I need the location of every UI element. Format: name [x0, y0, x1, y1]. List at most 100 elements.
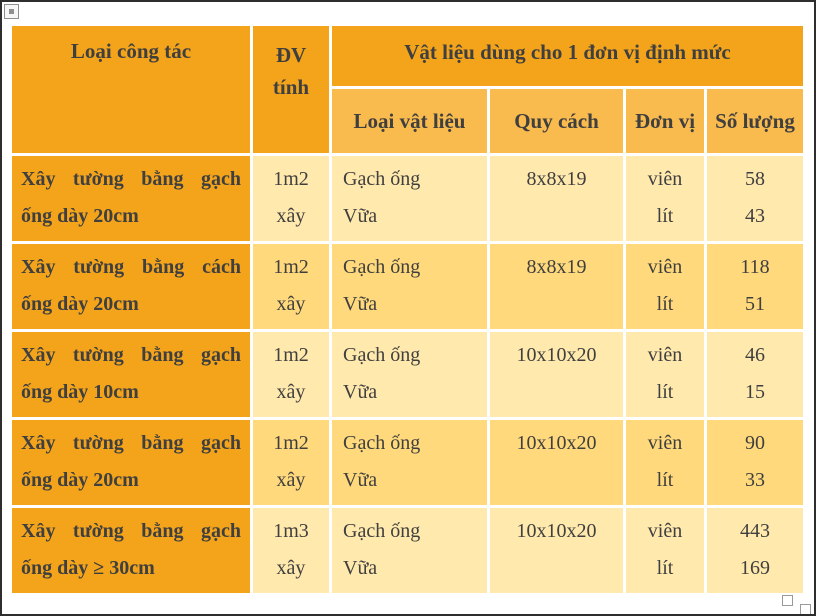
cell-measure[interactable]: viên lít [626, 156, 704, 241]
table-handle-icon [9, 9, 14, 14]
header-unit[interactable]: ĐV tính [253, 26, 329, 153]
cell-measure[interactable]: viên lít [626, 420, 704, 505]
task-line2: ống dày 10cm [21, 381, 139, 403]
cell-measure[interactable]: viên lít [626, 244, 704, 329]
task-line2: ống dày 20cm [21, 293, 139, 315]
material-line1: Gạch ống [343, 344, 421, 366]
qty-line2: 33 [745, 469, 765, 491]
task-line1: Xây tường bằng gạch [21, 432, 241, 454]
material-norms-table: Loại công tác ĐV tính Vật liệu dùng cho … [9, 23, 806, 596]
material-line1: Gạch ống [343, 256, 421, 278]
header-unit-line1: ĐV [275, 43, 307, 67]
cell-spec[interactable]: 8x8x19 [490, 244, 623, 329]
cell-unit[interactable]: 1m2 xây [253, 244, 329, 329]
header-spec[interactable]: Quy cách [490, 89, 623, 153]
header-row-1: Loại công tác ĐV tính Vật liệu dùng cho … [12, 26, 803, 153]
cell-material[interactable]: Gạch ống Vữa [332, 244, 487, 329]
header-task-label: Loại công tác [70, 39, 192, 63]
unit-line2: xây [276, 293, 306, 315]
measure-line1: viên [647, 432, 683, 454]
cell-task[interactable]: Xây tường bằng cách ống dày 20cm [12, 244, 250, 329]
cell-unit[interactable]: 1m2 xây [253, 156, 329, 241]
spec-value: 8x8x19 [526, 256, 587, 278]
cell-material[interactable]: Gạch ống Vữa [332, 508, 487, 593]
header-unit-line2: tính [272, 75, 310, 99]
cell-material[interactable]: Gạch ống Vữa [332, 156, 487, 241]
qty-line1: 58 [745, 168, 765, 190]
header-materials-group[interactable]: Vật liệu dùng cho 1 đơn vị định mức [332, 26, 803, 86]
cell-quantity[interactable]: 58 43 [707, 156, 803, 241]
cell-unit[interactable]: 1m2 xây [253, 420, 329, 505]
measure-line2: lít [656, 557, 674, 579]
unit-line1: 1m2 [273, 256, 309, 278]
cell-task[interactable]: Xây tường bằng gạch ống dày 20cm [12, 420, 250, 505]
cell-material[interactable]: Gạch ống Vữa [332, 420, 487, 505]
material-line2: Vữa [343, 381, 378, 403]
table-move-handle[interactable] [4, 4, 19, 19]
qty-line2: 43 [745, 205, 765, 227]
spec-value: 10x10x20 [516, 520, 597, 542]
material-line2: Vữa [343, 469, 378, 491]
cell-quantity[interactable]: 118 51 [707, 244, 803, 329]
cell-quantity[interactable]: 90 33 [707, 420, 803, 505]
cell-material[interactable]: Gạch ống Vữa [332, 332, 487, 417]
cell-spec[interactable]: 10x10x20 [490, 508, 623, 593]
table-row: Xây tường bằng gạch ống dày ≥ 30cm 1m3 x… [12, 508, 803, 593]
unit-line2: xây [276, 469, 306, 491]
task-line2: ống dày 20cm [21, 469, 139, 491]
table-row: Xây tường bằng gạch ống dày 20cm 1m2 xây… [12, 156, 803, 241]
material-line2: Vữa [343, 205, 378, 227]
spec-value: 10x10x20 [516, 344, 597, 366]
measure-line1: viên [647, 344, 683, 366]
measure-line2: lít [656, 469, 674, 491]
header-material-type[interactable]: Loại vật liệu [332, 89, 487, 153]
cell-spec[interactable]: 10x10x20 [490, 332, 623, 417]
material-line1: Gạch ống [343, 432, 421, 454]
measure-line2: lít [656, 293, 674, 315]
cell-task[interactable]: Xây tường bằng gạch ống dày ≥ 30cm [12, 508, 250, 593]
task-line1: Xây tường bằng gạch [21, 520, 241, 542]
cell-quantity[interactable]: 443 169 [707, 508, 803, 593]
task-line2: ống dày ≥ 30cm [21, 557, 155, 579]
material-line1: Gạch ống [343, 168, 421, 190]
cell-measure[interactable]: viên lít [626, 332, 704, 417]
qty-line2: 15 [745, 381, 765, 403]
measure-line2: lít [656, 381, 674, 403]
cell-task[interactable]: Xây tường bằng gạch ống dày 10cm [12, 332, 250, 417]
header-task[interactable]: Loại công tác [12, 26, 250, 153]
material-line1: Gạch ống [343, 520, 421, 542]
header-spec-label: Quy cách [514, 108, 599, 133]
table-row: Xây tường bằng gạch ống dày 10cm 1m2 xây… [12, 332, 803, 417]
cell-spec[interactable]: 8x8x19 [490, 156, 623, 241]
measure-line1: viên [647, 520, 683, 542]
cell-unit[interactable]: 1m2 xây [253, 332, 329, 417]
table-resize-handle[interactable] [782, 595, 793, 606]
header-measure-unit[interactable]: Đơn vị [626, 89, 704, 153]
table-row: Xây tường bằng cách ống dày 20cm 1m2 xây… [12, 244, 803, 329]
task-line1: Xây tường bằng cách [21, 256, 241, 278]
unit-line1: 1m3 [273, 520, 309, 542]
material-line2: Vữa [343, 557, 378, 579]
page-resize-handle[interactable] [800, 604, 811, 614]
cell-unit[interactable]: 1m3 xây [253, 508, 329, 593]
cell-task[interactable]: Xây tường bằng gạch ống dày 20cm [12, 156, 250, 241]
unit-line1: 1m2 [273, 344, 309, 366]
unit-line2: xây [276, 381, 306, 403]
unit-line1: 1m2 [273, 432, 309, 454]
cell-quantity[interactable]: 46 15 [707, 332, 803, 417]
header-quantity[interactable]: Số lượng [707, 89, 803, 153]
unit-line1: 1m2 [273, 168, 309, 190]
cell-spec[interactable]: 10x10x20 [490, 420, 623, 505]
spec-value: 10x10x20 [516, 432, 597, 454]
cell-measure[interactable]: viên lít [626, 508, 704, 593]
unit-line2: xây [276, 205, 306, 227]
header-measure-unit-label: Đơn vị [634, 108, 696, 133]
unit-line2: xây [276, 557, 306, 579]
qty-line1: 443 [740, 520, 770, 542]
qty-line2: 169 [740, 557, 770, 579]
measure-line2: lít [656, 205, 674, 227]
table-row: Xây tường bằng gạch ống dày 20cm 1m2 xây… [12, 420, 803, 505]
qty-line1: 46 [745, 344, 765, 366]
qty-line1: 118 [740, 256, 770, 278]
